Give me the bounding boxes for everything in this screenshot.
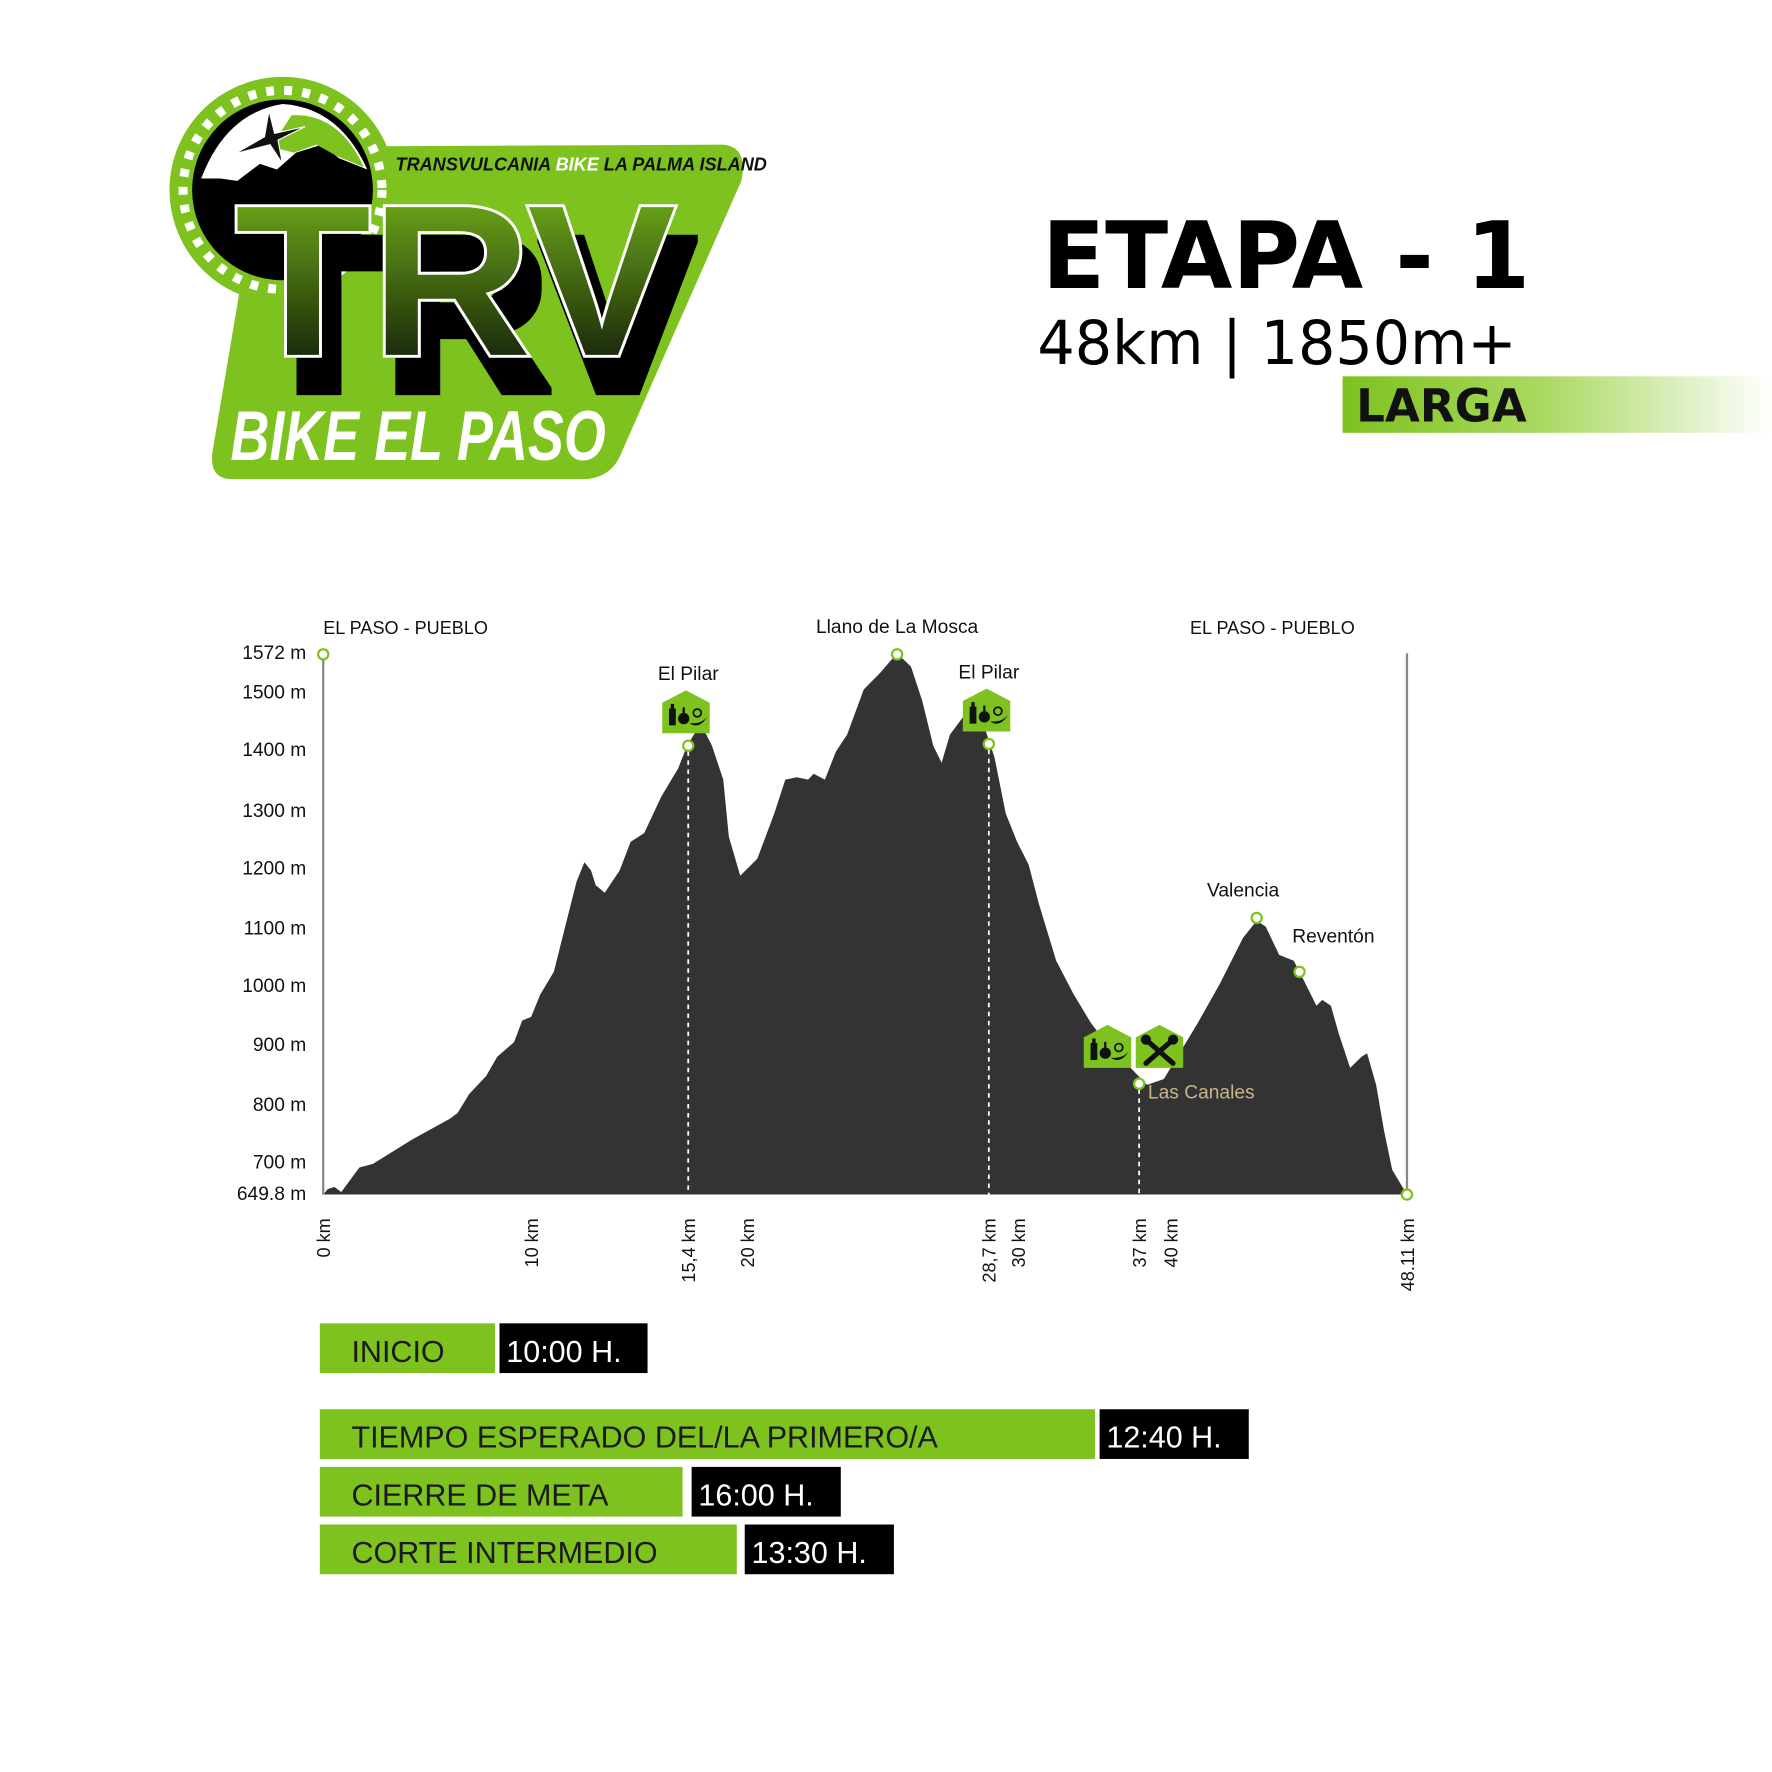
waypoint: Valencia — [1207, 880, 1280, 925]
start-location-label: EL PASO - PUEBLO — [323, 618, 488, 638]
schedule-label-box — [319, 1323, 495, 1374]
waypoint: Reventón — [1292, 926, 1375, 979]
waypoint-marker — [1250, 911, 1263, 925]
schedule-row: INICIO 10:00 H. — [319, 1323, 648, 1374]
y-tick-label: 1100 m — [244, 919, 307, 940]
waypoint-marker — [890, 648, 904, 661]
schedule-time-box — [1099, 1409, 1249, 1459]
waypoint-label: Las Canales — [1148, 1082, 1255, 1103]
elevation-profile-chart: EL PASO - PUEBLO EL PASO - PUEBLO 1572 m… — [237, 617, 1418, 1291]
schedule-time-box — [691, 1466, 841, 1517]
y-tick-label: 1200 m — [242, 859, 306, 880]
waypoint-label: Reventón — [1292, 926, 1374, 947]
waypoint-marker — [682, 739, 695, 752]
waypoint-label: El Pilar — [658, 664, 719, 685]
waypoint-label: Valencia — [1207, 880, 1280, 901]
schedule-row: TIEMPO ESPERADO DEL/LA PRIMERO/A 12:40 H. — [319, 1409, 1249, 1459]
y-tick-label: 700 m — [253, 1153, 306, 1174]
y-tick-label: 800 m — [253, 1095, 306, 1116]
stage-title: ETAPA - 1 — [1042, 202, 1530, 310]
schedule-time: 12:40 H. — [1106, 1421, 1221, 1455]
schedule-label: CORTE INTERMEDIO — [351, 1536, 657, 1570]
schedule-label: TIEMPO ESPERADO DEL/LA PRIMERO/A — [351, 1421, 938, 1455]
schedule-row: CIERRE DE META 16:00 H. — [319, 1466, 841, 1517]
schedule-time: 13:30 H. — [752, 1536, 867, 1570]
schedule-label-box — [319, 1409, 1096, 1459]
schedule-label: INICIO — [351, 1335, 444, 1369]
x-tick-label: 0 km — [314, 1218, 334, 1257]
waypoint: Llano de La Mosca — [816, 617, 979, 661]
waypoint-label: Llano de La Mosca — [816, 617, 979, 638]
x-tick-label: 28,7 km — [980, 1218, 1000, 1282]
schedule-time-box — [499, 1323, 648, 1374]
x-tick-label: 48.11 km — [1398, 1218, 1418, 1291]
finish-marker — [1400, 1188, 1414, 1201]
x-tick-label: 20 km — [738, 1218, 758, 1267]
schedule-time-box — [744, 1524, 894, 1575]
waypoint-marker — [1293, 965, 1306, 979]
logo-star-icon — [234, 110, 306, 165]
schedule-time: 16:00 H. — [698, 1478, 813, 1512]
y-tick-label: 1400 m — [242, 740, 306, 761]
mechanical-assistance-icon — [1136, 1025, 1183, 1068]
waypoint-marker — [1132, 1077, 1146, 1090]
y-tick-label: 1500 m — [242, 682, 306, 703]
x-tick-label: 37 km — [1130, 1218, 1150, 1267]
waypoint-label: El Pilar — [958, 662, 1019, 683]
finish-location-label: EL PASO - PUEBLO — [1190, 618, 1355, 638]
schedule-time: 10:00 H. — [506, 1335, 621, 1369]
stage-stats: 48km | 1850m+ — [1037, 308, 1516, 379]
schedule-label-box — [319, 1524, 737, 1575]
category-band — [1342, 376, 1772, 433]
aid-station-icon — [661, 689, 711, 735]
schedule-label-box — [319, 1466, 683, 1517]
logo-tagline: TRANSVULCANIA BIKE LA PALMA ISLAND — [396, 155, 767, 175]
category-label: LARGA — [1356, 380, 1527, 433]
x-tick-label: 10 km — [522, 1218, 542, 1267]
schedule-table: INICIO 10:00 H. TIEMPO ESPERADO DEL/LA PRI… — [319, 1323, 1249, 1575]
aid-station-icon — [961, 687, 1012, 733]
y-tick-label: 1000 m — [242, 976, 306, 997]
logo-wordmark: TRV — [235, 161, 676, 401]
y-tick-label: 1300 m — [242, 801, 306, 822]
waypoint-marker — [982, 737, 996, 751]
trv-logo: TRANSVULCANIA BIKE LA PALMA ISLAND TRV B… — [169, 76, 767, 480]
start-marker — [316, 648, 330, 661]
x-tick-label: 15,4 km — [679, 1218, 699, 1282]
x-tick-label: 30 km — [1009, 1218, 1029, 1267]
y-tick-label: 649.8 m — [237, 1184, 306, 1205]
schedule-row: CORTE INTERMEDIO 13:30 H. — [319, 1524, 894, 1575]
waypoint: El Pilar — [658, 664, 719, 1195]
y-tick-label: 1572 m — [242, 643, 306, 664]
logo-subtitle: BIKE EL PASO — [231, 397, 606, 475]
elevation-profile-area — [323, 653, 1407, 1195]
waypoint: El Pilar — [958, 662, 1020, 1195]
schedule-label: CIERRE DE META — [351, 1478, 609, 1512]
x-tick-label: 40 km — [1162, 1218, 1182, 1267]
y-tick-label: 900 m — [253, 1035, 306, 1056]
waypoint: Las Canales — [1082, 1025, 1255, 1195]
